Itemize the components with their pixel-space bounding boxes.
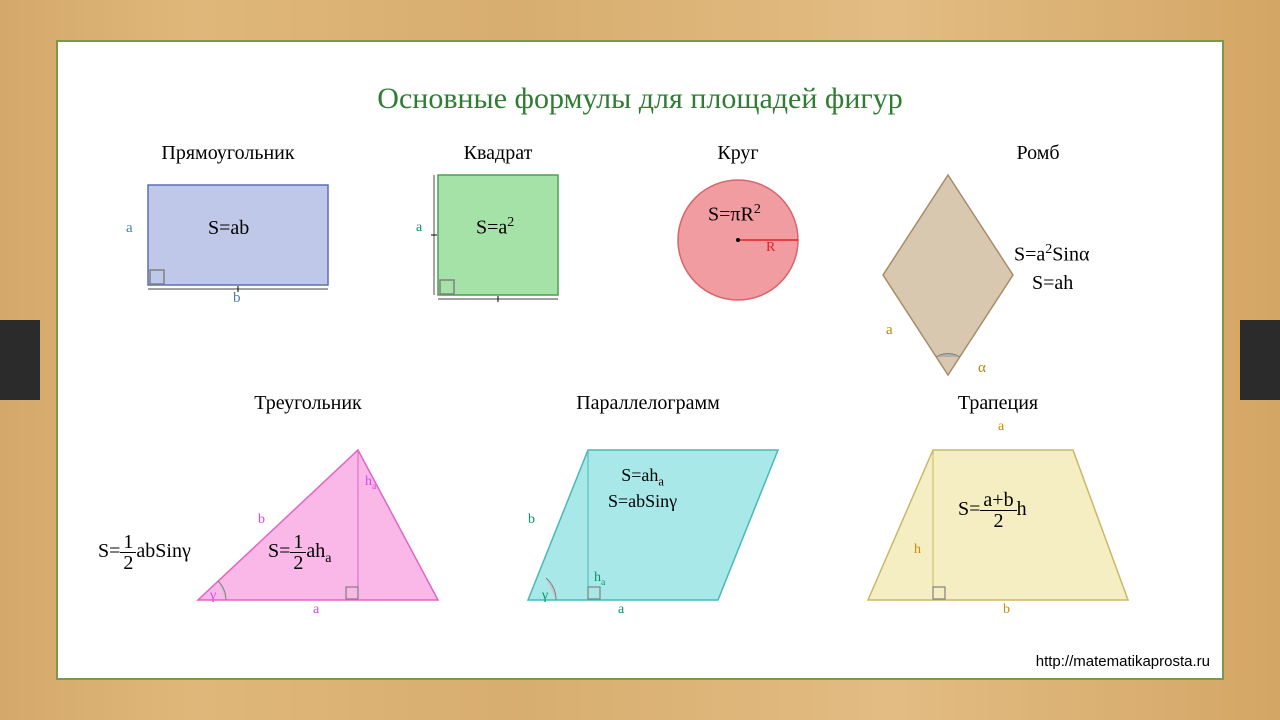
rhombus-block: Ромб a α S=a2Sinα S=ah [858, 142, 1178, 165]
rectangle-label-b: b [233, 290, 241, 307]
wood-background: Основные формулы для площадей фигур Прям… [0, 0, 1280, 720]
content-frame: Основные формулы для площадей фигур Прям… [56, 40, 1224, 680]
square-shape [398, 165, 598, 315]
triangle-shape [98, 415, 458, 635]
circle-title: Круг [638, 142, 838, 165]
rectangle-shape [98, 165, 358, 315]
triangle-block: Треугольник b ha a γ S=12abSinγ S=12aha [98, 392, 458, 415]
trap-label-h: h [914, 542, 921, 558]
triangle-label-a: a [313, 602, 319, 618]
binder-tab-left [0, 320, 40, 400]
trapezoid-formula: S=a+b2h [958, 490, 1027, 531]
para-label-h: ha [594, 570, 605, 588]
parallelogram-title: Параллелограмм [498, 392, 798, 415]
page-title: Основные формулы для площадей фигур [58, 82, 1222, 116]
rectangle-formula: S=ab [208, 217, 249, 240]
triangle-formula-1: S=12abSinγ [98, 532, 191, 573]
rectangle-label-a: a [126, 220, 133, 237]
trap-label-a: a [998, 419, 1004, 435]
rectangle-title: Прямоугольник [98, 142, 358, 165]
para-label-a: a [618, 602, 624, 618]
square-block: Квадрат a S=a2 [398, 142, 598, 165]
watermark: http://matematikaprosta.ru [1036, 653, 1210, 670]
circle-shape [638, 165, 838, 315]
circle-formula: S=πR2 [708, 202, 761, 227]
binder-tab-right [1240, 320, 1280, 400]
triangle-title: Треугольник [158, 392, 458, 415]
triangle-label-gamma: γ [210, 588, 216, 604]
rhombus-label-a: a [886, 322, 893, 339]
trap-label-b: b [1003, 602, 1010, 618]
square-label-a: a [416, 220, 422, 236]
circle-block: Круг R S=πR2 [638, 142, 838, 165]
para-label-gamma: γ [542, 588, 548, 604]
triangle-label-h: ha [365, 474, 376, 492]
square-title: Квадрат [398, 142, 598, 165]
triangle-formula-2: S=12aha [268, 532, 332, 573]
para-label-b: b [528, 512, 535, 528]
circle-label-r: R [766, 240, 775, 256]
rhombus-formula: S=a2Sinα S=ah [1014, 240, 1089, 297]
trapezoid-block: Трапеция a h b S=a+b2h [838, 392, 1158, 415]
trapezoid-title: Трапеция [838, 392, 1158, 415]
parallelogram-formula: S=aha S=abSinγ [608, 464, 677, 513]
rhombus-label-alpha: α [978, 360, 986, 377]
square-formula: S=a2 [476, 215, 514, 240]
parallelogram-block: Параллелограмм b ha a γ S=aha S=abSinγ [498, 392, 798, 415]
rhombus-title: Ромб [898, 142, 1178, 165]
triangle-label-b: b [258, 512, 265, 528]
rectangle-block: Прямоугольник a b S=ab [98, 142, 358, 165]
